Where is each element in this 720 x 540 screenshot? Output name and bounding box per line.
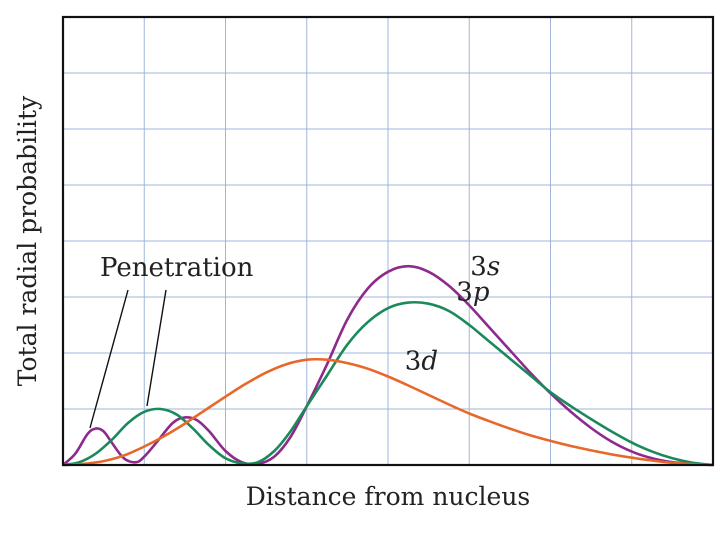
series-label-3d: 3d (405, 347, 438, 377)
penetration-annotation: Penetration (89, 253, 254, 429)
annotation-pointer-2 (146, 289, 167, 407)
plot-frame (61, 15, 715, 467)
annotation-penetration: Penetration (100, 253, 254, 283)
series-label-3s: 3s (470, 252, 500, 282)
series-line-3p (62, 300, 714, 467)
y-axis-label: Total radial probability (13, 95, 42, 386)
series-label-3p: 3p (456, 278, 490, 308)
series-line-3d (62, 357, 714, 467)
annotation-pointer-1 (89, 289, 129, 429)
series-line-3s (62, 264, 714, 467)
x-axis-label: Distance from nucleus (246, 482, 531, 511)
grid-lines (63, 17, 713, 465)
series-curves (62, 264, 714, 467)
